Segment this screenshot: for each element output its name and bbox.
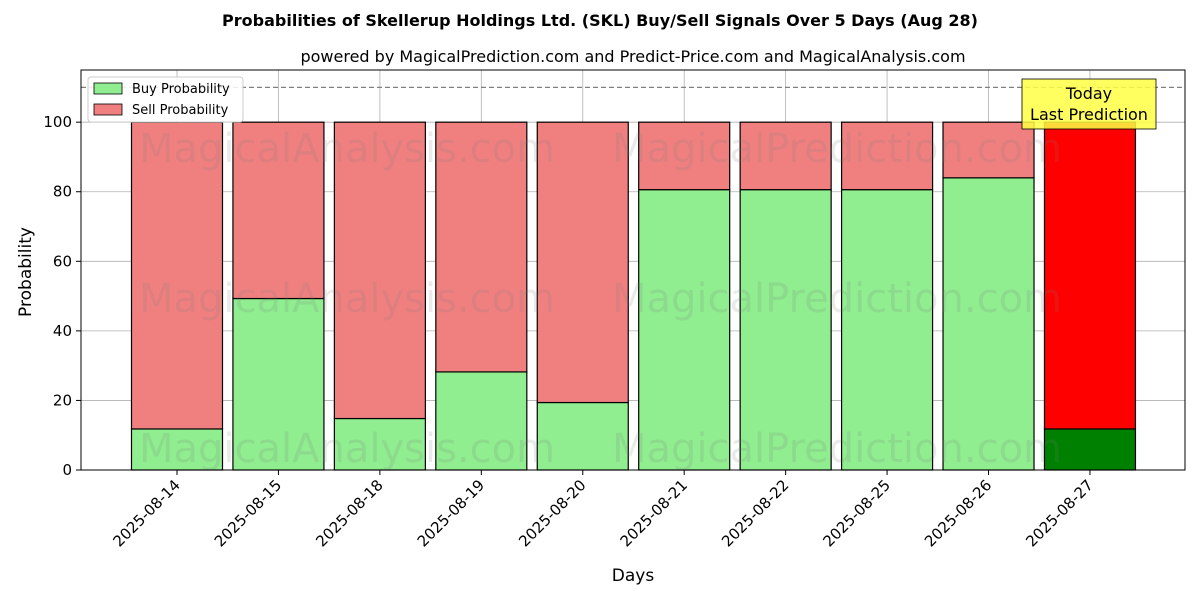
buy-bar [1043,428,1137,471]
sell-bar [536,121,629,404]
sell-bar [739,121,832,191]
chart-title: Probabilities of Skellerup Holdings Ltd.… [222,11,978,30]
watermarks: MagicalAnalysis.com MagicalPrediction.com… [139,126,1062,472]
legend-label: Buy Probability [132,82,230,97]
y-tick-label: 80 [53,183,72,201]
buy-bar [333,417,426,471]
sell-bar [130,121,224,430]
today-annotation-box [1021,78,1157,130]
legend-swatch [93,82,123,95]
x-tick-label: 2025-08-27 [1022,476,1096,550]
legend: Buy Probability Sell Probability [87,76,244,123]
buy-bar [638,189,731,471]
x-tick-label: 2025-08-19 [414,476,488,550]
x-tick-label: 2025-08-14 [109,476,183,550]
bars [130,121,1137,471]
legend-box [87,76,244,123]
x-tick-label: 2025-08-26 [921,476,995,550]
y-tick-label: 20 [53,391,72,409]
watermark: MagicalPrediction.com [612,126,1062,172]
sell-bar [435,121,528,373]
x-tick-label: 2025-08-20 [515,476,589,550]
x-axis-label: Days [612,566,655,586]
today-annotation: Today Last Prediction [1021,78,1157,130]
watermark: MagicalAnalysis.com [139,276,555,322]
watermark: MagicalAnalysis.com [139,426,555,472]
legend-swatch [93,103,123,116]
x-tick-label: 2025-08-25 [820,476,894,550]
legend-label: Sell Probability [132,103,229,118]
y-axis-label: Probability [16,227,36,317]
y-tick-label: 40 [53,322,72,340]
buy-bar [739,189,832,471]
today-annotation-text: Last Prediction [1030,105,1148,124]
x-tick-label: 2025-08-15 [211,476,285,550]
watermark: MagicalPrediction.com [612,426,1062,472]
sell-bar [1043,121,1137,430]
watermark: MagicalPrediction.com [612,276,1062,322]
sell-bar [840,121,934,191]
chart-subtitle: powered by MagicalPrediction.com and Pre… [300,47,965,66]
y-tick-label: 0 [62,461,72,479]
today-annotation-text: Today [1065,84,1112,103]
sell-bar [638,121,731,191]
buy-bar [840,189,934,471]
y-tick-label: 60 [53,252,72,270]
sell-bar [942,121,1035,179]
x-tick-label: 2025-08-18 [312,476,386,550]
buy-bar [536,401,629,471]
x-tick-label: 2025-08-21 [617,476,691,550]
sell-bar [333,121,426,420]
sell-bar [232,121,325,300]
x-tick-label: 2025-08-22 [718,476,792,550]
plot-frame [80,69,1186,471]
y-tick-label: 100 [43,113,72,131]
buy-bar [942,177,1035,471]
watermark: MagicalAnalysis.com [139,126,555,172]
